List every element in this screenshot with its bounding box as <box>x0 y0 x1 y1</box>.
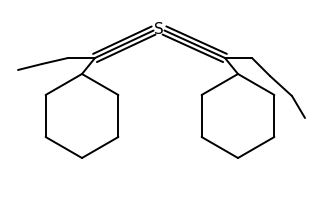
Text: S: S <box>154 21 164 36</box>
